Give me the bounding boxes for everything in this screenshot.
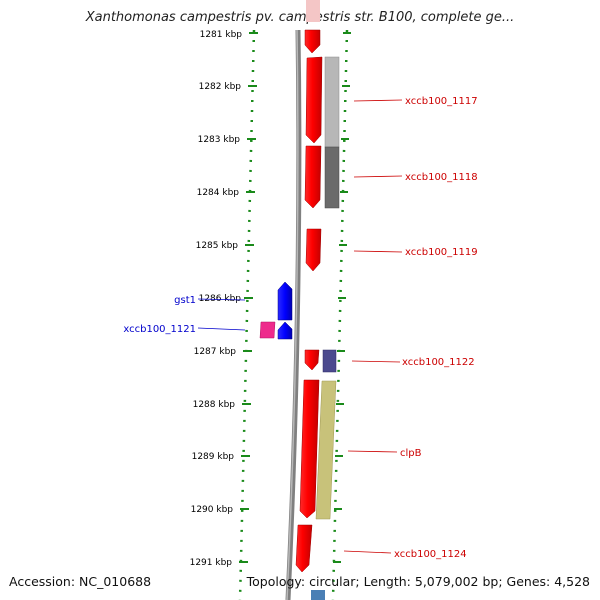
connector-line [197, 298, 246, 301]
tick-label: 1291 kbp [190, 558, 233, 568]
grey-feature-light[interactable] [324, 56, 340, 148]
tick-label: 1284 kbp [197, 188, 240, 198]
cds-feature[interactable] [305, 228, 322, 272]
gene-label[interactable]: xccb100_1117 [405, 96, 478, 107]
label-connectors [197, 99, 403, 554]
cds-feature[interactable] [304, 349, 320, 371]
genome-backbone [285, 29, 302, 600]
gene-label[interactable]: xccb100_1118 [405, 172, 478, 183]
tick-label: 1286 kbp [199, 294, 242, 304]
accession-label: Accession: NC_010688 [9, 574, 152, 589]
cds-feature[interactable] [299, 379, 320, 519]
tick-label: 1288 kbp [193, 400, 236, 410]
genome-backbone-highlight [286, 29, 299, 600]
tick-label: 1285 kbp [196, 241, 239, 251]
olive-feature[interactable] [315, 380, 337, 520]
connector-line [353, 99, 403, 102]
cds-feature[interactable] [304, 29, 321, 54]
tick-label: 1290 kbp [191, 505, 234, 515]
cds-feature[interactable] [295, 524, 313, 573]
feature-track [306, 0, 340, 600]
connector-line [197, 327, 246, 331]
tick-label: 1289 kbp [192, 452, 235, 462]
tick-label: 1287 kbp [194, 347, 237, 357]
tick-label: 1283 kbp [198, 135, 241, 145]
gene-label[interactable]: gst1 [174, 295, 196, 306]
gene-label[interactable]: xccb100_1124 [394, 549, 467, 560]
tick-label: 1281 kbp [200, 30, 243, 40]
purple-feature[interactable] [322, 349, 337, 373]
gene-label[interactable]: xccb100_1119 [405, 247, 478, 258]
gene-label[interactable]: xccb100_1121 [123, 324, 196, 335]
connector-line [353, 175, 403, 178]
topology-label: Topology: circular; Length: 5,079,002 bp… [246, 574, 590, 589]
left-scale-line [238, 29, 256, 600]
blue-bottom-feature [311, 590, 325, 600]
forward-cds-track [295, 29, 323, 573]
gst1-cds-feature[interactable] [277, 281, 293, 321]
scale-ticks: 1281 kbp 1282 kbp 1283 kbp 1284 kbp 1285… [190, 30, 351, 568]
reverse-cds-track [259, 281, 293, 340]
tick-label: 1282 kbp [199, 82, 242, 92]
connector-line [343, 550, 392, 554]
cds-feature[interactable] [305, 56, 323, 144]
gene-labels: xccb100_1117 xccb100_1118 xccb100_1119 g… [123, 96, 477, 560]
xccb100-1121-cds-feature[interactable] [277, 321, 293, 340]
light-feature [306, 0, 320, 22]
gene-label[interactable]: xccb100_1122 [402, 357, 475, 368]
magenta-feature[interactable] [259, 321, 276, 339]
connector-line [353, 250, 403, 253]
connector-line [351, 360, 401, 363]
connector-line [347, 450, 398, 453]
genome-title: Xanthomonas campestris pv. campestris st… [85, 10, 515, 25]
grey-feature-dark[interactable] [324, 146, 340, 209]
cds-feature[interactable] [304, 145, 322, 209]
gene-label[interactable]: clpB [400, 448, 422, 459]
